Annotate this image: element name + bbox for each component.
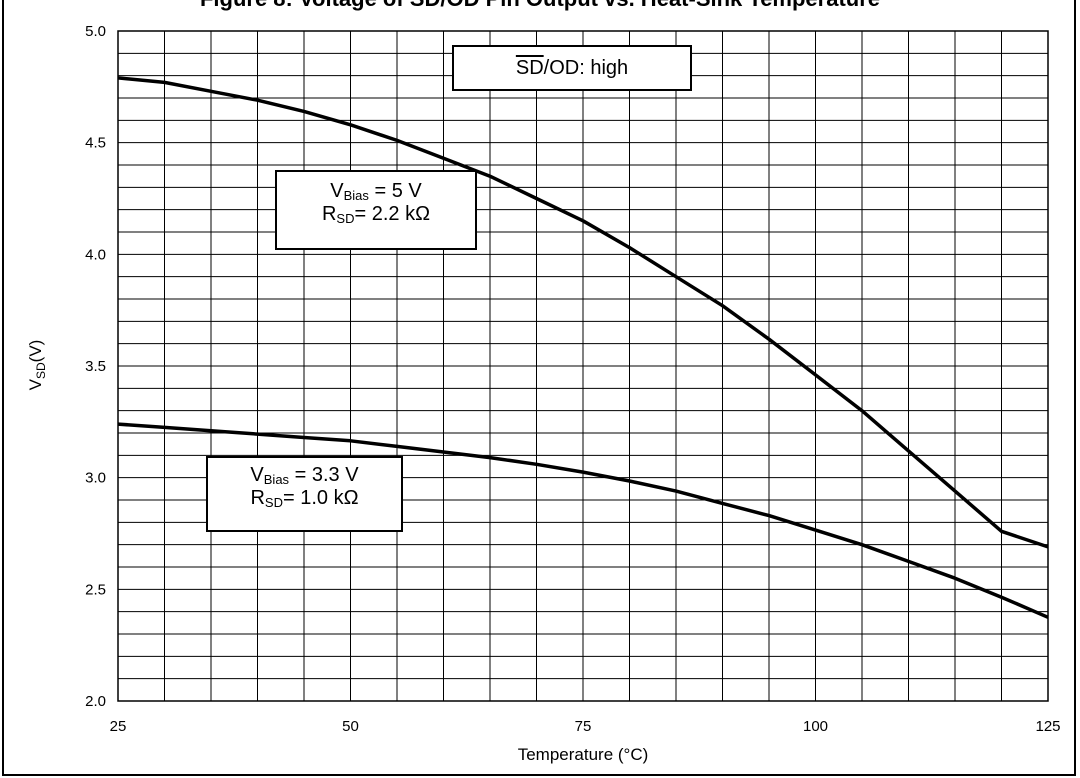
plot-border: [117, 30, 1049, 702]
tick-labels: 2.0 2.5 3.0 3.5 4.0 4.5 5.0 25 50 75 100 125: [85, 23, 1060, 735]
x-tick-label: 100: [803, 718, 828, 735]
chart-title: Figure 8: Voltage of SD/OD Pin Output vs…: [0, 0, 1080, 12]
y-tick-label: 4.5: [85, 135, 106, 152]
y-tick-label: 2.0: [85, 693, 106, 710]
y-tick-label: 5.0: [85, 23, 106, 40]
x-tick-label: 50: [342, 718, 359, 735]
curve-5v-label: VBias = 5 V RSD= 2.2 kΩ: [275, 170, 477, 250]
series-line-1: [117, 76, 1049, 549]
series-line-2: [117, 422, 1049, 619]
y-tick-label: 3.0: [85, 470, 106, 487]
series-lines: [117, 76, 1049, 619]
sd-od-state-label: SD/OD: high: [452, 45, 692, 91]
x-tick-label: 125: [1035, 718, 1060, 735]
grid: [117, 30, 1049, 702]
x-axis-label: Temperature (°C): [518, 745, 649, 764]
y-tick-label: 4.0: [85, 246, 106, 263]
y-tick-label: 2.5: [85, 581, 106, 598]
y-tick-label: 3.5: [85, 358, 106, 375]
curve-3v3-label: VBias = 3.3 V RSD= 1.0 kΩ: [206, 456, 403, 532]
x-tick-label: 25: [110, 718, 127, 735]
x-tick-label: 75: [575, 718, 592, 735]
y-axis-label: VSD(V): [26, 340, 48, 391]
